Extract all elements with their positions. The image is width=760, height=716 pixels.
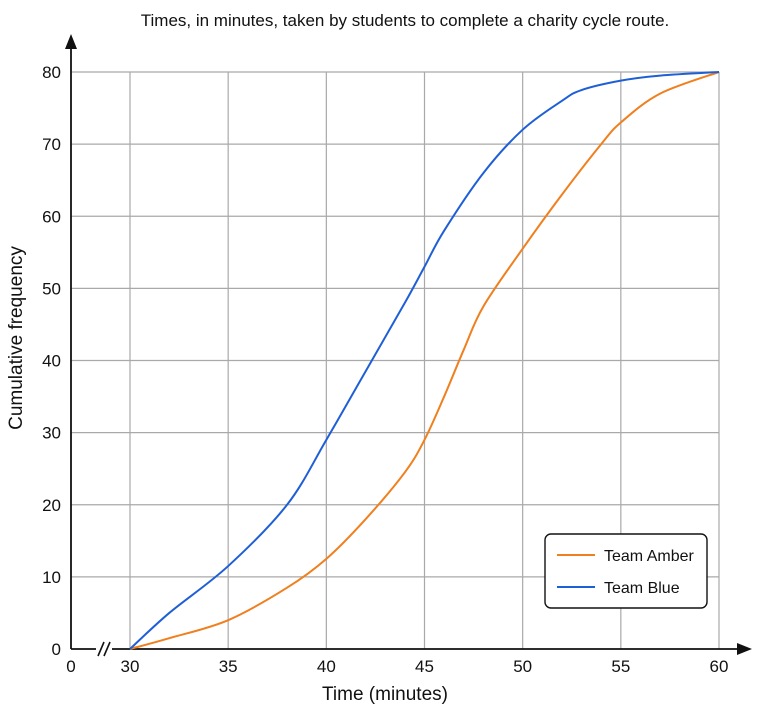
y-tick-label-50: 50: [42, 279, 61, 298]
series-line-team-amber: [129, 71, 720, 650]
x-tick-label-55: 55: [611, 657, 630, 676]
axis-break-mark-1: [97, 641, 105, 657]
y-axis-arrow: [65, 34, 77, 49]
series-line-team-blue: [129, 71, 720, 650]
legend-box: [544, 533, 708, 609]
x-axis-label: Time (minutes): [322, 684, 448, 705]
x-tick-label-origin: 0: [66, 657, 75, 676]
y-tick-label-80: 80: [42, 63, 61, 82]
y-tick-label-40: 40: [42, 352, 61, 371]
axis-break-mark-2: [103, 641, 111, 657]
series-lines: [129, 71, 720, 650]
y-tick-label-10: 10: [42, 568, 61, 587]
x-tick-label-50: 50: [513, 657, 532, 676]
legend-label-team-amber: Team Amber: [604, 548, 694, 565]
x-tick-label-40: 40: [317, 657, 336, 676]
chart-title: Times, in minutes, taken by students to …: [141, 11, 670, 30]
x-tick-label-35: 35: [219, 657, 238, 676]
tick-labels: 0 30 35 40 45 50 55 60 0 10 20 30 40 50 60 70 80: [42, 63, 728, 676]
y-tick-label-60: 60: [42, 207, 61, 226]
y-tick-label-20: 20: [42, 496, 61, 515]
y-tick-label-70: 70: [42, 135, 61, 154]
legend-label-team-blue: Team Blue: [604, 580, 680, 597]
grid: [71, 71, 720, 649]
x-tick-label-30: 30: [121, 657, 140, 676]
x-axis-arrow: [737, 643, 752, 655]
axes: [65, 34, 752, 657]
y-axis-label: Cumulative frequency: [6, 246, 27, 430]
legend: Team Amber Team Blue: [544, 533, 708, 609]
x-tick-label-45: 45: [415, 657, 434, 676]
x-tick-label-60: 60: [710, 657, 729, 676]
y-tick-label-0: 0: [52, 640, 61, 659]
y-tick-label-30: 30: [42, 424, 61, 443]
